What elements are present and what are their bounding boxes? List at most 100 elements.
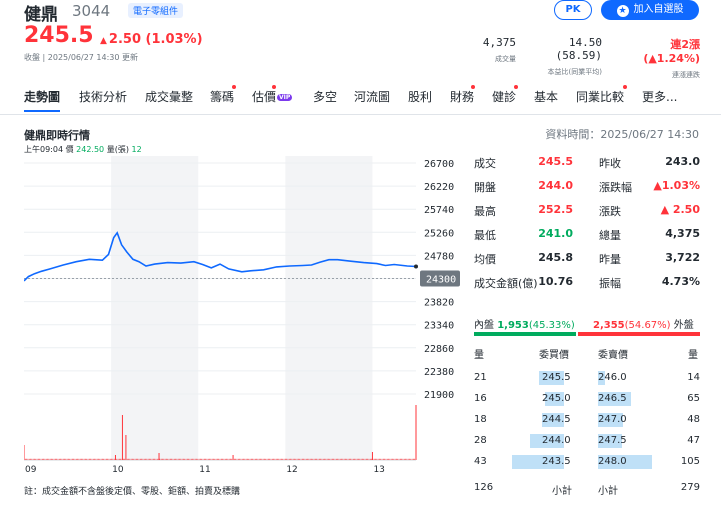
stat-label: 最低 (474, 229, 496, 242)
price-line (24, 231, 417, 282)
y-tick-label: 25260 (424, 228, 454, 239)
tab-peer-compare[interactable]: 同業比較 (576, 90, 625, 104)
tab-more[interactable]: 更多... (642, 90, 678, 104)
stat-value: 252.5 (538, 203, 573, 216)
stats-row: 均價 245.8 昨量 3,722 (474, 251, 700, 275)
y-tick-label: 21900 (424, 390, 454, 401)
ask-price: 247.5 (598, 435, 627, 446)
tab-basic[interactable]: 基本 (534, 90, 559, 104)
x-tick-label: 13 (373, 465, 384, 475)
star-icon: ★ (616, 5, 629, 17)
ob-header-bid: 委買價 (539, 350, 569, 361)
legend-volume-label: 量(張) (106, 145, 129, 154)
tab-dividend[interactable]: 股利 (408, 90, 433, 104)
ask-depth-bar (598, 455, 652, 469)
intraday-chart[interactable]: 26700 26220 25740 25260 24780 24300 23820 23340… (24, 156, 464, 476)
tab-health-check[interactable]: 健診 (492, 90, 517, 104)
outer-value: 2,355 (593, 320, 625, 331)
stat-label: 漲跌 (599, 205, 621, 218)
stat-value: 245.8 (538, 251, 573, 264)
sell-total-label: 小計 (598, 486, 618, 497)
stat-value: 244.0 (538, 179, 573, 192)
x-tick-label: 10 (112, 465, 124, 475)
ask-qty: 48 (687, 414, 700, 425)
tab-river-chart[interactable]: 河流圖 (354, 90, 391, 104)
stat-label: 振幅 (599, 277, 621, 290)
y-tick-label: 26220 (424, 182, 454, 193)
inner-value: 1,953 (497, 320, 529, 331)
chart-footnote: 註：成交金額不含盤後定價、零股、鉅額、拍賣及標購 (24, 487, 241, 497)
stock-name: 健鼎 (24, 5, 58, 25)
notice-dot (272, 85, 276, 89)
y-tick-label: 23820 (424, 298, 454, 309)
bid-depth-bar (545, 392, 564, 406)
reference-price-label: 24300 (426, 275, 456, 286)
tab-bar: 走勢圖 技術分析 成交彙整 籌碼 估價 VIP 多空 河流圖 股利 財務 健診 基… (0, 85, 721, 112)
stat-value: 245.5 (538, 155, 573, 168)
stats-row: 成交 245.5 昨收 243.0 (474, 155, 700, 179)
ask-qty: 14 (687, 372, 700, 383)
metric-volume: 4,375 成交量 (470, 36, 516, 64)
metric-label: 本益比(同業平均) (547, 68, 602, 76)
inner-pct: (45.33%) (528, 320, 575, 331)
stats-row: 最高 252.5 漲跌 ▲ 2.50 (474, 203, 700, 227)
inner-volume: 內盤 1,953(45.33%) (474, 316, 575, 331)
bid-depth-bar (539, 371, 564, 385)
tab-transactions[interactable]: 成交彙整 (145, 90, 194, 104)
stat-label: 漲跌幅 (599, 181, 632, 194)
order-book-row: 18 244.5 247.0 48 (474, 413, 700, 432)
notice-dot (232, 85, 236, 89)
legend-time: 上午09:04 (24, 145, 64, 154)
y-tick-label: 24780 (424, 251, 454, 262)
chart-title: 健鼎即時行情 (24, 129, 90, 142)
tab-technical[interactable]: 技術分析 (79, 90, 128, 104)
ask-depth-bar (598, 413, 623, 427)
ask-depth-bar (598, 392, 631, 406)
stat-label: 昨量 (599, 253, 621, 266)
last-price-point (414, 264, 418, 269)
stats-row: 開盤 244.0 漲跌幅 ▲1.03% (474, 179, 700, 203)
chart-legend: 上午09:04 價 242.50 量(張) 12 (24, 144, 142, 155)
legend-price-label: 價 (65, 145, 74, 154)
metric-pe: 14.50 (58.59) 本益比(同業平均) (520, 36, 602, 77)
tab-trend[interactable]: 走勢圖 (24, 90, 61, 104)
ask-depth-bar (598, 434, 622, 448)
order-book-row: 43 243.5 248.0 105 (474, 455, 700, 474)
metric-streak: 連2漲 (▲1.24%) 連漲連跌 (610, 36, 700, 80)
stock-code: 3044 (72, 2, 111, 20)
ask-depth-bar (598, 371, 605, 385)
stat-label: 成交金額(億) (474, 277, 538, 290)
bid-qty: 21 (474, 372, 487, 383)
order-book-row: 21 245.5 246.0 14 (474, 371, 700, 390)
industry-tag[interactable]: 電子零組件 (128, 3, 184, 18)
stat-value: ▲1.03% (653, 179, 700, 192)
current-price: 245.5 (24, 23, 94, 48)
bid-depth-bar (512, 455, 564, 469)
tab-financial[interactable]: 財務 (450, 90, 475, 104)
bid-qty: 16 (474, 393, 487, 404)
bid-price: 244.0 (542, 435, 571, 446)
outer-volume-bar (578, 332, 700, 336)
ask-price: 246.5 (598, 393, 627, 404)
stat-value: 4.73% (661, 275, 700, 288)
ob-header-sell-qty: 量 (688, 350, 698, 361)
stat-value: ▲ 2.50 (660, 203, 700, 216)
y-tick-label: 26700 (424, 159, 454, 170)
price-change-value: 2.50 (1.03%) (108, 32, 203, 47)
tab-valuation[interactable]: 估價 VIP (252, 88, 293, 105)
outer-volume: 2,355(54.67%) 外盤 (593, 316, 694, 331)
stat-label: 成交 (474, 157, 496, 170)
inner-label: 內盤 (474, 320, 494, 331)
ask-price: 246.0 (598, 372, 627, 383)
up-arrow-icon: ▲ (100, 36, 107, 46)
ask-price: 247.0 (598, 414, 627, 425)
tab-long-short[interactable]: 多空 (313, 90, 338, 104)
metric-value: 連2漲 (▲1.24%) (643, 38, 700, 65)
pk-button[interactable]: PK (554, 0, 592, 20)
stat-label: 昨收 (599, 157, 621, 170)
bid-price: 243.5 (542, 456, 571, 467)
add-watchlist-button[interactable]: ★ 加入自選股 (601, 0, 699, 20)
tab-chips[interactable]: 籌碼 (210, 90, 235, 104)
price-change: ▲ 2.50 (1.03%) (100, 32, 203, 47)
legend-price: 242.50 (76, 145, 105, 154)
